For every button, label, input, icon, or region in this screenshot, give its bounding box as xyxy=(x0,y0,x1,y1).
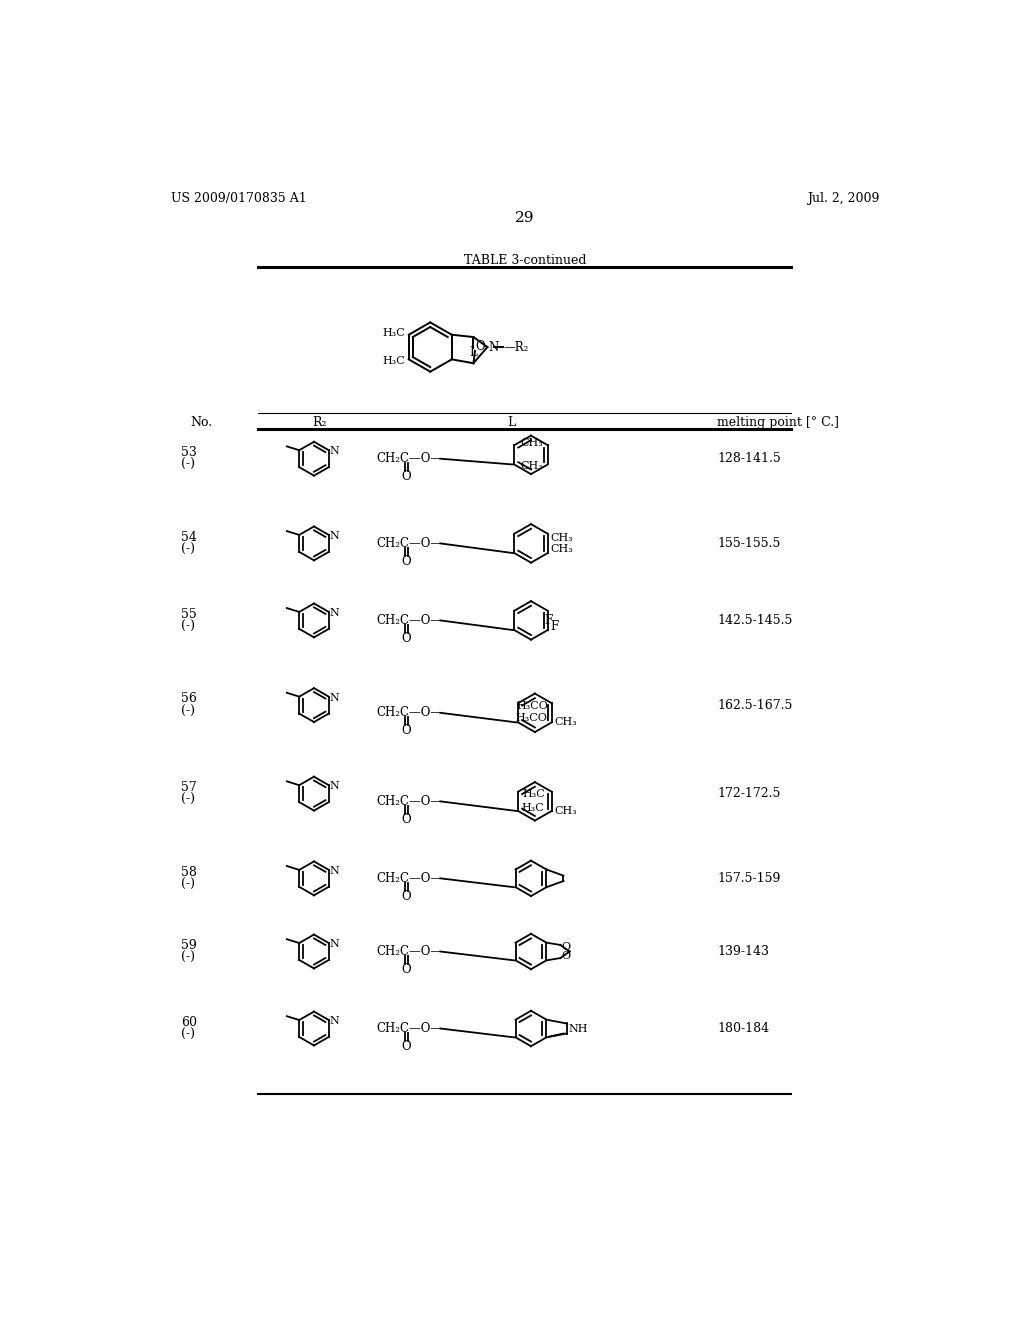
Text: O: O xyxy=(561,950,570,961)
Text: H₃C: H₃C xyxy=(382,356,404,366)
Text: 155-155.5: 155-155.5 xyxy=(717,537,780,550)
Text: F: F xyxy=(550,620,558,634)
Text: 157.5-159: 157.5-159 xyxy=(717,871,780,884)
Text: N: N xyxy=(330,609,339,618)
Text: CH₃: CH₃ xyxy=(554,807,577,816)
Text: CH₂C—O—: CH₂C—O— xyxy=(376,871,442,884)
Text: TABLE 3-continued: TABLE 3-continued xyxy=(464,255,586,268)
Text: O: O xyxy=(561,942,570,952)
Text: N: N xyxy=(330,531,339,541)
Text: 58: 58 xyxy=(180,866,197,879)
Text: —R₂: —R₂ xyxy=(504,341,529,354)
Text: 53: 53 xyxy=(180,446,197,459)
Text: 55: 55 xyxy=(180,607,197,620)
Text: (-): (-) xyxy=(180,620,195,634)
Text: (-): (-) xyxy=(180,543,195,556)
Text: O: O xyxy=(401,554,411,568)
Text: CH₂C—O—: CH₂C—O— xyxy=(376,614,442,627)
Text: 60: 60 xyxy=(180,1016,197,1028)
Text: N: N xyxy=(488,342,499,354)
Text: O: O xyxy=(401,813,411,825)
Text: CH₂C—O—: CH₂C—O— xyxy=(376,945,442,958)
Text: (-): (-) xyxy=(180,878,195,891)
Text: (-): (-) xyxy=(180,1028,195,1041)
Text: (-): (-) xyxy=(180,705,195,718)
Text: CH₃: CH₃ xyxy=(520,438,543,449)
Text: N: N xyxy=(330,866,339,876)
Text: CH₂C—O—: CH₂C—O— xyxy=(376,537,442,550)
Text: NH: NH xyxy=(568,1023,588,1034)
Text: (-): (-) xyxy=(180,458,195,471)
Text: 162.5-167.5: 162.5-167.5 xyxy=(717,698,793,711)
Text: O: O xyxy=(476,339,485,352)
Text: CH₂C—O—: CH₂C—O— xyxy=(376,795,442,808)
Text: N: N xyxy=(330,781,339,791)
Text: CH₃: CH₃ xyxy=(550,544,572,554)
Text: (-): (-) xyxy=(180,952,195,964)
Text: O: O xyxy=(401,723,411,737)
Text: H₃C: H₃C xyxy=(522,789,545,800)
Text: 139-143: 139-143 xyxy=(717,945,769,958)
Text: 29: 29 xyxy=(515,211,535,226)
Text: CH₂C—O—: CH₂C—O— xyxy=(376,706,442,719)
Text: Jul. 2, 2009: Jul. 2, 2009 xyxy=(807,191,880,205)
Text: CH₃: CH₃ xyxy=(554,718,577,727)
Text: N: N xyxy=(330,446,339,457)
Text: 59: 59 xyxy=(180,939,197,952)
Text: N: N xyxy=(330,940,339,949)
Text: H₃C: H₃C xyxy=(521,804,544,813)
Text: melting point [° C.]: melting point [° C.] xyxy=(717,416,839,429)
Text: 57: 57 xyxy=(180,781,197,795)
Text: L: L xyxy=(470,346,477,359)
Text: CH₂C—O—: CH₂C—O— xyxy=(376,1022,442,1035)
Text: F: F xyxy=(545,614,553,627)
Text: O: O xyxy=(401,470,411,483)
Text: 128-141.5: 128-141.5 xyxy=(717,453,780,465)
Text: O: O xyxy=(401,631,411,644)
Text: (-): (-) xyxy=(180,793,195,807)
Text: 142.5-145.5: 142.5-145.5 xyxy=(717,614,793,627)
Text: CH₃: CH₃ xyxy=(550,533,572,543)
Text: O: O xyxy=(401,890,411,903)
Text: H₃CO: H₃CO xyxy=(515,713,547,723)
Text: H₃C: H₃C xyxy=(382,329,404,338)
Text: No.: No. xyxy=(190,416,212,429)
Text: US 2009/0170835 A1: US 2009/0170835 A1 xyxy=(171,191,306,205)
Text: CH₃: CH₃ xyxy=(520,462,543,471)
Text: CH₂C—O—: CH₂C—O— xyxy=(376,453,442,465)
Text: L: L xyxy=(508,416,516,429)
Text: 180-184: 180-184 xyxy=(717,1022,769,1035)
Text: N: N xyxy=(330,1016,339,1026)
Text: 54: 54 xyxy=(180,531,197,544)
Text: H₃CO: H₃CO xyxy=(517,701,549,711)
Text: O: O xyxy=(401,1040,411,1053)
Text: N: N xyxy=(330,693,339,702)
Text: 56: 56 xyxy=(180,693,197,705)
Text: O: O xyxy=(401,962,411,975)
Text: 172-172.5: 172-172.5 xyxy=(717,787,780,800)
Text: R₂: R₂ xyxy=(312,416,327,429)
